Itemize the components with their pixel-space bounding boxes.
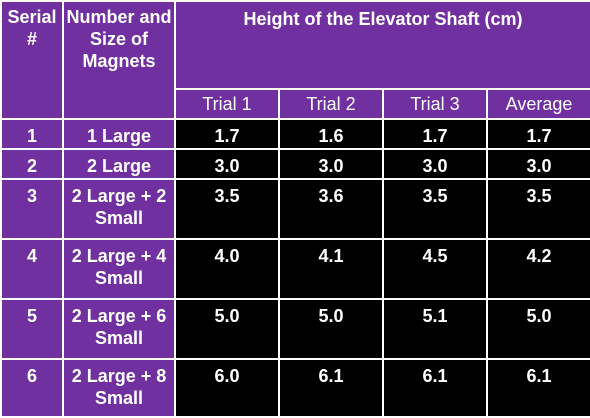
trial-3-cell: 1.7	[382, 118, 488, 150]
trial-2-cell: 4.1	[278, 238, 384, 300]
trial-3-cell: 4.5	[382, 238, 488, 300]
trial-2-header: Trial 2	[278, 88, 384, 120]
trial-1-cell: 3.5	[174, 178, 280, 240]
header-row-2: Trial 1 Trial 2 Trial 3 Average	[1, 88, 590, 120]
trial-3-cell: 6.1	[382, 358, 488, 418]
serial-header: Serial #	[0, 0, 64, 120]
magnets-cell: 2 Large + 4 Small	[62, 238, 176, 300]
trial-2-cell: 5.0	[278, 298, 384, 360]
header-row-1: Serial # Number and Size of Magnets Heig…	[0, 0, 590, 120]
average-cell: 6.1	[485, 358, 590, 418]
table-row: 6 2 Large + 8 Small 6.0 6.1 6.1 6.1	[0, 358, 590, 418]
average-cell: 4.2	[485, 238, 590, 300]
magnets-cell: 2 Large + 6 Small	[62, 298, 176, 360]
table-row: 3 2 Large + 2 Small 3.5 3.6 3.5 3.5	[0, 178, 590, 240]
trial-3-cell: 5.1	[382, 298, 488, 360]
trial-1-cell: 3.0	[174, 148, 280, 180]
trial-1-cell: 6.0	[174, 358, 280, 418]
height-header: Height of the Elevator Shaft (cm)	[173, 0, 590, 90]
serial-cell: 3	[0, 178, 64, 240]
trial-1-cell: 4.0	[174, 238, 280, 300]
trial-1-header: Trial 1	[174, 88, 280, 120]
average-header: Average	[485, 88, 590, 120]
serial-cell: 6	[0, 358, 64, 418]
trial-3-cell: 3.0	[382, 148, 488, 180]
trial-3-header: Trial 3	[382, 88, 488, 120]
magnets-cell: 2 Large + 8 Small	[62, 358, 176, 418]
table-row: 4 2 Large + 4 Small 4.0 4.1 4.5 4.2	[0, 238, 590, 300]
trial-2-cell: 3.0	[278, 148, 384, 180]
trial-1-cell: 5.0	[174, 298, 280, 360]
trial-1-cell: 1.7	[174, 118, 280, 150]
table-row: 2 2 Large 3.0 3.0 3.0 3.0	[0, 148, 590, 180]
serial-cell: 4	[0, 238, 64, 300]
trial-2-cell: 3.6	[278, 178, 384, 240]
magnets-cell: 1 Large	[62, 118, 176, 150]
trial-3-cell: 3.5	[382, 178, 488, 240]
serial-cell: 2	[0, 148, 64, 180]
average-cell: 5.0	[485, 298, 590, 360]
average-cell: 1.7	[485, 118, 590, 150]
magnets-cell: 2 Large	[62, 148, 176, 180]
trial-2-cell: 6.1	[278, 358, 384, 418]
table-row: 5 2 Large + 6 Small 5.0 5.0 5.1 5.0	[0, 298, 590, 360]
magnets-cell: 2 Large + 2 Small	[62, 178, 176, 240]
average-cell: 3.0	[485, 148, 590, 180]
average-cell: 3.5	[485, 178, 590, 240]
table-row: 1 1 Large 1.7 1.6 1.7 1.7	[0, 118, 590, 150]
serial-cell: 1	[0, 118, 64, 150]
trial-2-cell: 1.6	[278, 118, 384, 150]
serial-cell: 5	[0, 298, 64, 360]
magnets-header: Number and Size of Magnets	[62, 0, 176, 120]
